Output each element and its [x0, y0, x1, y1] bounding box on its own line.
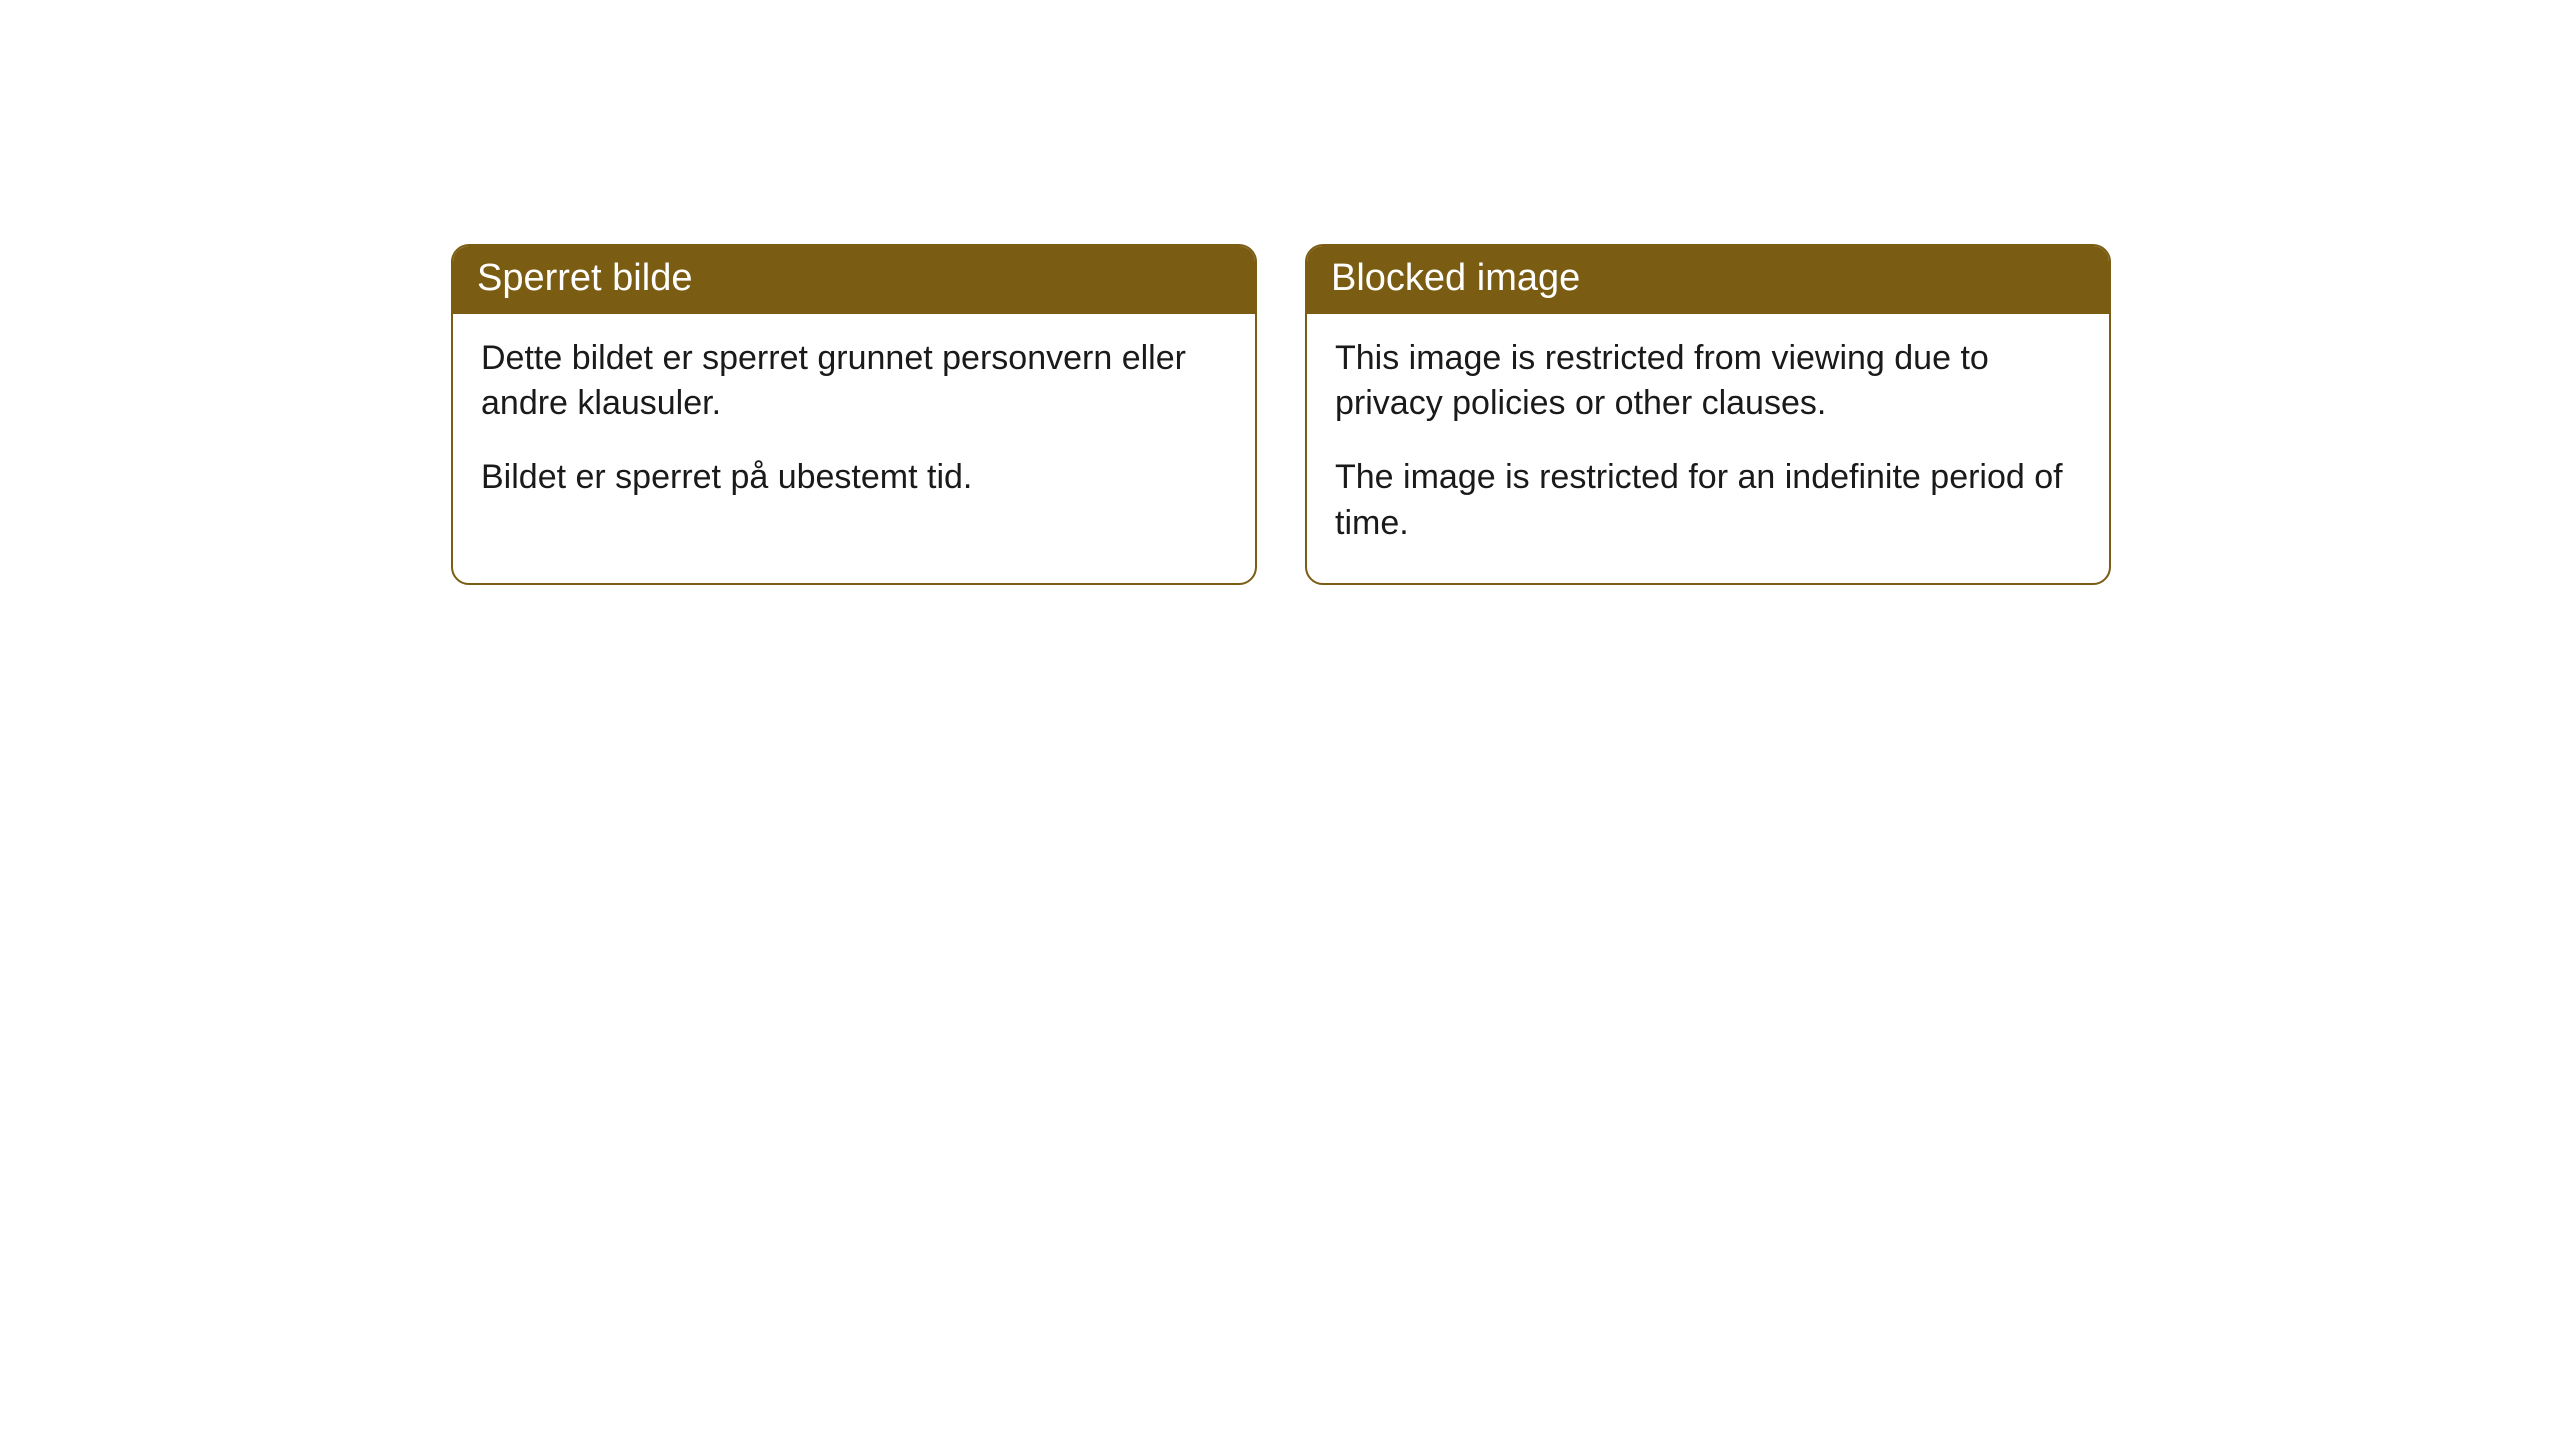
card-paragraph: This image is restricted from viewing du… — [1335, 336, 2081, 428]
card-paragraph: The image is restricted for an indefinit… — [1335, 455, 2081, 547]
card-paragraph: Dette bildet er sperret grunnet personve… — [481, 336, 1227, 428]
card-header-norwegian: Sperret bilde — [453, 246, 1255, 314]
notice-container: Sperret bilde Dette bildet er sperret gr… — [451, 244, 2111, 585]
card-title: Sperret bilde — [477, 257, 692, 299]
card-header-english: Blocked image — [1307, 246, 2109, 314]
card-title: Blocked image — [1331, 257, 1580, 299]
card-paragraph: Bildet er sperret på ubestemt tid. — [481, 455, 1227, 501]
card-body-english: This image is restricted from viewing du… — [1307, 314, 2109, 584]
notice-card-norwegian: Sperret bilde Dette bildet er sperret gr… — [451, 244, 1257, 585]
notice-card-english: Blocked image This image is restricted f… — [1305, 244, 2111, 585]
card-body-norwegian: Dette bildet er sperret grunnet personve… — [453, 314, 1255, 538]
